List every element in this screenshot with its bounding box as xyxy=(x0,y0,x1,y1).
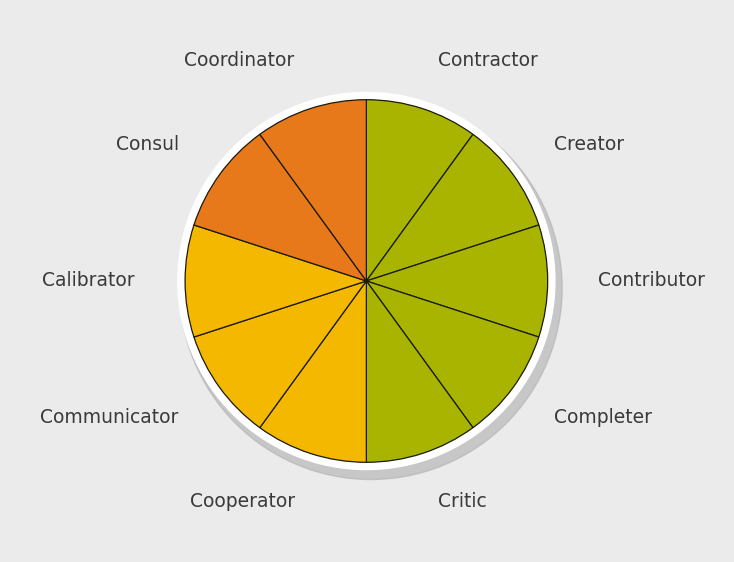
Circle shape xyxy=(178,93,555,469)
Text: Critic: Critic xyxy=(438,492,487,511)
Wedge shape xyxy=(366,99,473,281)
Wedge shape xyxy=(366,281,539,428)
Text: Communicator: Communicator xyxy=(40,408,178,427)
Text: Creator: Creator xyxy=(554,135,624,154)
Wedge shape xyxy=(185,225,366,337)
Wedge shape xyxy=(366,225,548,337)
Wedge shape xyxy=(260,99,366,281)
Wedge shape xyxy=(366,134,539,281)
Text: Completer: Completer xyxy=(554,408,652,427)
Wedge shape xyxy=(194,134,366,281)
Text: Cooperator: Cooperator xyxy=(189,492,294,511)
Wedge shape xyxy=(260,281,366,463)
Text: Contributor: Contributor xyxy=(598,271,705,291)
Text: Calibrator: Calibrator xyxy=(42,271,134,291)
Wedge shape xyxy=(366,281,473,463)
Text: Coordinator: Coordinator xyxy=(184,51,294,70)
Text: Consul: Consul xyxy=(115,135,178,154)
Circle shape xyxy=(180,97,562,479)
Wedge shape xyxy=(194,281,366,428)
Text: Contractor: Contractor xyxy=(438,51,538,70)
